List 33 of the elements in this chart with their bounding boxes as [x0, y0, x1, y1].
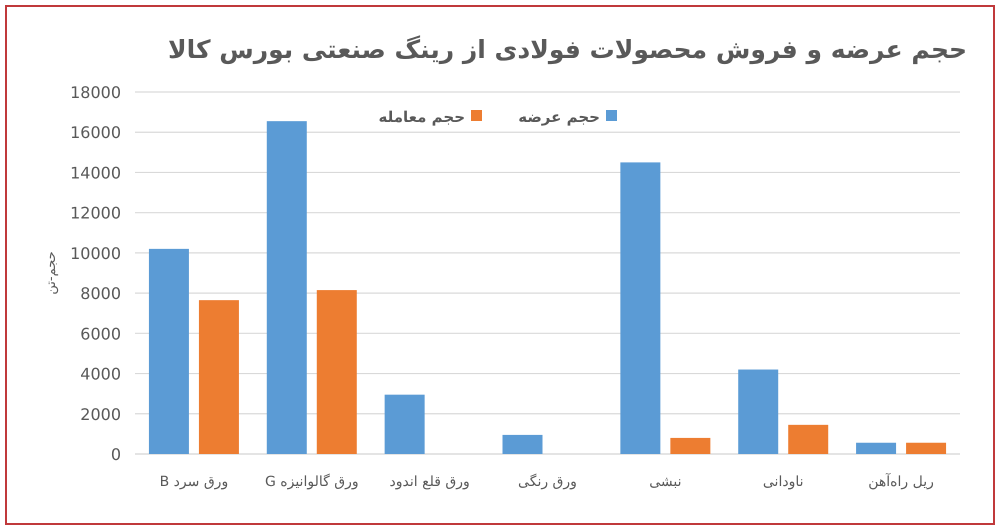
x-tick-label: ناودانی [762, 474, 804, 490]
y-tick-label: 18000 [70, 83, 121, 102]
legend-label: حجم عرضه [518, 108, 600, 126]
y-tick-label: 10000 [70, 244, 121, 263]
y-tick-label: 4000 [80, 364, 121, 384]
bar [148, 248, 189, 454]
y-tick-label: 0 [110, 445, 121, 464]
bar [502, 434, 542, 454]
y-tick-label: 12000 [70, 204, 121, 223]
y-tick-label: 6000 [80, 324, 121, 344]
legend-label: حجم معامله [378, 108, 465, 126]
ylabel: حجم-تن [44, 251, 59, 295]
y-tick-label: 14000 [70, 163, 121, 182]
bar [620, 162, 660, 454]
x-tick-label: نبشی [649, 474, 682, 490]
bar [670, 438, 710, 454]
bar [266, 121, 307, 454]
title: حجم عرضه و فروش محصولات فولادی از رینگ صنعتی بورس کالا [168, 35, 968, 64]
x-tick-label: ورق قلع اندود [390, 474, 470, 490]
bar [384, 394, 425, 454]
x-tick-label: ورق گالوانیزه G [264, 473, 359, 490]
bar [856, 442, 896, 454]
bar [738, 370, 778, 454]
y-tick-label: 16000 [70, 123, 121, 142]
y-tick-label: 2000 [80, 404, 121, 424]
bar [906, 442, 946, 454]
x-tick-label: ریل راه‌آهن [868, 472, 934, 490]
bar [198, 300, 239, 454]
x-tick-label: ورق رنگی [518, 473, 577, 490]
x-tick-label: ورق سرد B [160, 474, 228, 490]
bar [788, 424, 828, 454]
bar [316, 290, 357, 454]
y-tick-label: 8000 [80, 284, 121, 304]
